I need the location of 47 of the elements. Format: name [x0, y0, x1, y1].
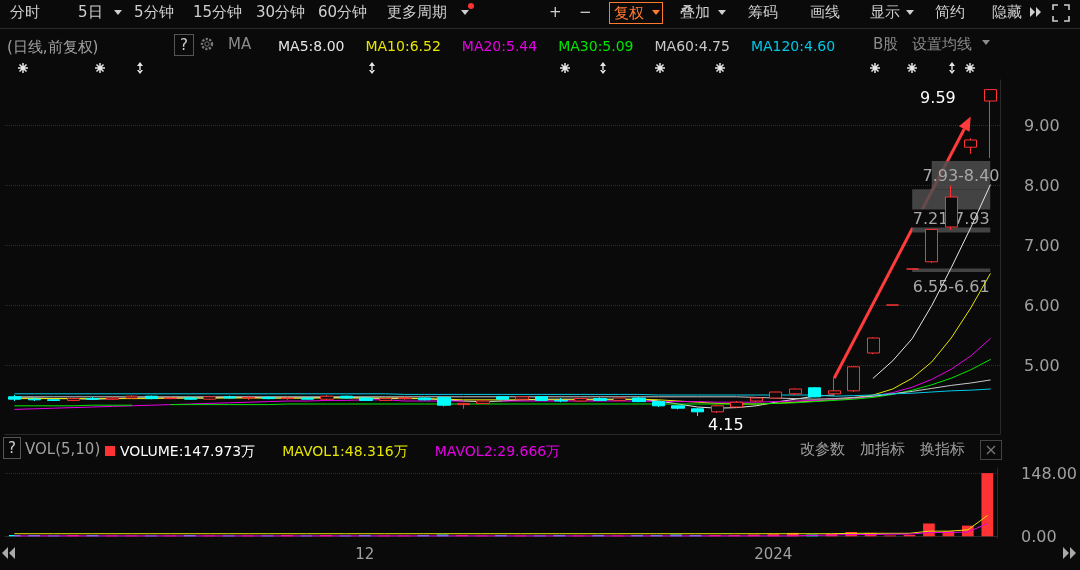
text: 5分钟 [134, 2, 174, 22]
band-label: 7.93-8.40 [922, 165, 1000, 185]
text: ? [174, 34, 194, 56]
text: 改参数 [800, 439, 845, 459]
text: 复权 [609, 2, 663, 24]
y-tick-label: 148.00 [1021, 463, 1077, 483]
text: 60分钟 [318, 2, 368, 22]
text: 5日 [78, 2, 103, 22]
chart-subtitle: (日线,前复权) [7, 37, 99, 56]
text: VOL(5,10) [25, 439, 101, 459]
y-tick-label: 5.00 [1024, 355, 1060, 375]
y-tick-label: 6.00 [1024, 295, 1060, 315]
text: 换指标 [920, 439, 965, 459]
text: + [549, 2, 562, 22]
legend-label: VOLUME:147.973万 [120, 443, 256, 459]
text: MA20:5.44 [461, 38, 538, 54]
text: 简约 [935, 2, 965, 22]
text: 筹码 [748, 2, 778, 22]
text: 显示 [870, 2, 900, 22]
text: MA60:4.75 [654, 38, 730, 54]
text: 叠加 [680, 2, 710, 22]
text: MA10:6.52 [365, 38, 441, 54]
y-tick-label: 9.00 [1024, 115, 1060, 135]
y-tick-label: 7.00 [1024, 235, 1060, 255]
text: MAVOL1:48.316万 [282, 443, 408, 459]
text: 设置均线 [912, 34, 972, 54]
text: MA30:5.09 [558, 38, 634, 54]
y-tick-label: 0.00 [1021, 526, 1057, 546]
text: MA [228, 34, 252, 54]
text: ? [3, 437, 21, 459]
text: 画线 [810, 2, 840, 22]
annotation: 9.59 [920, 88, 956, 108]
text: 隐藏 [992, 2, 1022, 22]
annotation: 4.15 [708, 414, 744, 434]
text: B股 [873, 34, 899, 54]
text: − [579, 2, 592, 22]
x-tick-label: 2024 [754, 544, 793, 563]
text: 30分钟 [256, 2, 306, 22]
x-tick-label: 12 [355, 544, 375, 563]
text: MAVOL2:29.666万 [434, 443, 561, 459]
text: 分时 [10, 2, 40, 22]
text: 更多周期 [387, 2, 447, 22]
text: MA120:4.60 [750, 38, 836, 54]
text: MA5:8.00 [278, 38, 345, 54]
text: 15分钟 [193, 2, 243, 22]
text: 加指标 [860, 439, 905, 459]
y-tick-label: 8.00 [1024, 175, 1060, 195]
